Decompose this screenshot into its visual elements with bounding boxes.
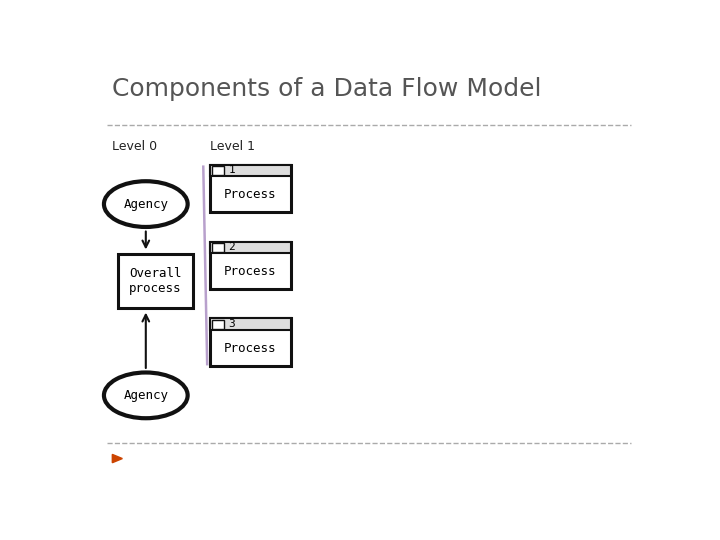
Text: Agency: Agency <box>123 198 168 211</box>
Bar <box>210 241 291 253</box>
Bar <box>212 320 224 329</box>
Text: Level 1: Level 1 <box>210 140 255 153</box>
Polygon shape <box>112 454 122 463</box>
Text: Agency: Agency <box>123 389 168 402</box>
Bar <box>210 319 291 330</box>
Bar <box>212 243 224 252</box>
Text: 3: 3 <box>228 319 235 329</box>
Text: Level 0: Level 0 <box>112 140 158 153</box>
Text: Process: Process <box>224 188 276 201</box>
Text: Process: Process <box>224 265 276 278</box>
Bar <box>210 165 291 212</box>
Text: 2: 2 <box>228 242 235 252</box>
Text: Components of a Data Flow Model: Components of a Data Flow Model <box>112 77 542 102</box>
Text: 1: 1 <box>228 165 235 176</box>
Text: Process: Process <box>224 342 276 355</box>
Bar <box>210 319 291 366</box>
Bar <box>118 254 193 308</box>
Bar <box>210 241 291 289</box>
Bar <box>212 166 224 175</box>
Bar <box>210 165 291 176</box>
Text: Overall
process: Overall process <box>130 267 182 295</box>
